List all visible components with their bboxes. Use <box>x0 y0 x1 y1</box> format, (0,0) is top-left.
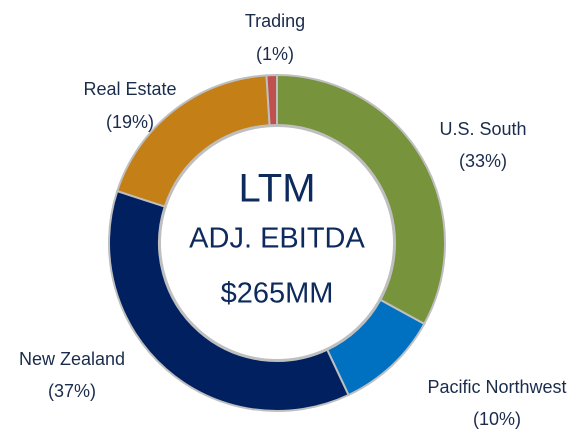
segment-value-label: (10%) <box>473 409 521 429</box>
segment-value-label: (19%) <box>106 112 154 132</box>
segment-label: U.S. South <box>439 119 526 139</box>
center-text: LTM <box>238 167 315 211</box>
segment-value-label: (33%) <box>459 151 507 171</box>
donut-hole <box>159 125 395 361</box>
segment-label: Trading <box>245 11 305 31</box>
segment-label: Pacific Northwest <box>427 377 566 397</box>
center-text: $265MM <box>221 278 334 310</box>
segment-value-label: (37%) <box>48 381 96 401</box>
segment-value-label: (1%) <box>256 44 294 64</box>
center-text: ADJ. EBITDA <box>189 223 365 255</box>
segment-label: New Zealand <box>19 349 125 369</box>
segment-label: Real Estate <box>83 79 176 99</box>
